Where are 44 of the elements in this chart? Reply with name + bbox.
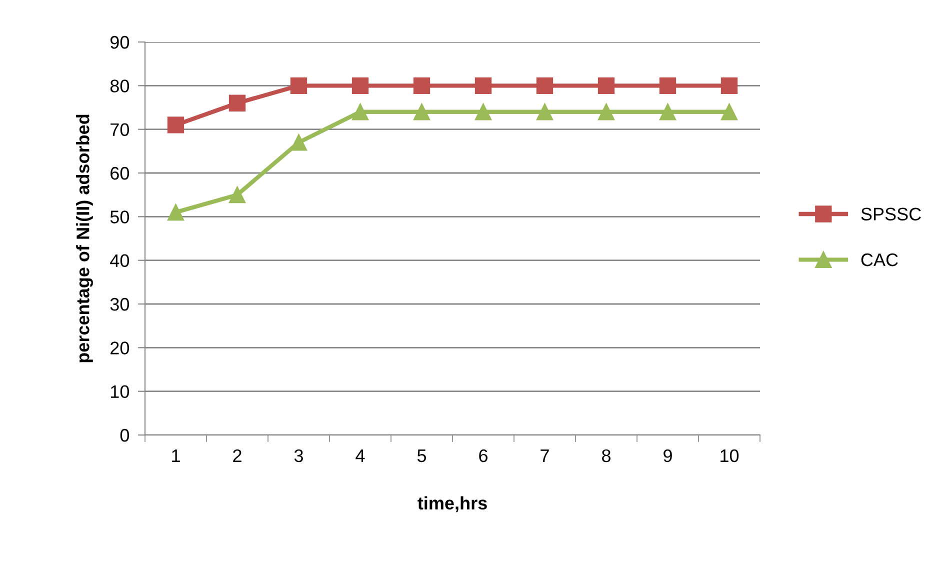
y-tick-label: 30 xyxy=(110,298,130,311)
point xyxy=(228,186,246,204)
y-tick-label: 40 xyxy=(110,254,130,268)
point xyxy=(474,77,492,94)
y-tick-label: 80 xyxy=(110,80,130,92)
y-tick-label: 20 xyxy=(110,342,130,354)
x-axis-title: time,hrs xyxy=(418,496,487,512)
point xyxy=(720,77,738,94)
x-tick-label: 10 xyxy=(720,449,739,462)
point xyxy=(598,104,615,120)
x-tick-label: 5 xyxy=(417,450,426,462)
x-tick-label: 6 xyxy=(479,449,488,462)
y-axis-title: percentage of Ni(II) adsorbed xyxy=(76,114,93,362)
point xyxy=(536,77,554,94)
point xyxy=(720,104,738,120)
point xyxy=(352,77,369,94)
point xyxy=(290,77,308,94)
legend-label: CAC xyxy=(861,253,898,266)
x-tick-label: 2 xyxy=(233,449,242,462)
point xyxy=(659,104,676,120)
point xyxy=(659,77,676,94)
y-tick-label: 60 xyxy=(110,166,130,180)
x-tick-label: 4 xyxy=(356,450,365,462)
y-tick-label: 10 xyxy=(111,385,130,398)
y-tick-label: 90 xyxy=(110,36,130,49)
point xyxy=(290,134,308,151)
y-tick-label: 50 xyxy=(110,210,130,224)
legend-label: SPSSC xyxy=(861,208,921,220)
point xyxy=(536,104,554,120)
x-tick-label: 9 xyxy=(664,449,672,462)
point xyxy=(167,116,184,134)
x-tick-label: 1 xyxy=(172,450,180,462)
point xyxy=(598,77,615,94)
point xyxy=(352,104,369,120)
x-tick-label: 3 xyxy=(294,449,303,462)
point xyxy=(474,104,492,120)
y-tick-label: 70 xyxy=(110,123,130,136)
point xyxy=(413,77,430,94)
point xyxy=(167,204,184,221)
y-tick-label: 0 xyxy=(120,428,130,442)
x-tick-label: 8 xyxy=(602,449,610,462)
x-tick-label: 7 xyxy=(540,450,549,462)
point xyxy=(413,104,430,120)
point xyxy=(228,94,246,112)
